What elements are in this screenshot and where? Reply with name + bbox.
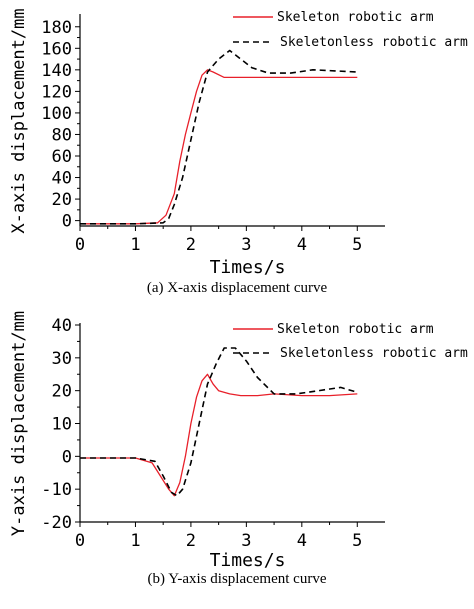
legend-label: Skeleton robotic arm bbox=[277, 322, 434, 337]
x-tick-label: 5 bbox=[352, 531, 362, 551]
x-tick-label: 0 bbox=[75, 531, 85, 551]
x-tick-label: 3 bbox=[241, 531, 251, 551]
x-tick-label: 1 bbox=[130, 235, 140, 255]
x-axis-label: Times/s bbox=[210, 550, 286, 571]
skeletonless-series-line bbox=[80, 347, 358, 497]
x-axis-label: Times/s bbox=[210, 257, 286, 278]
y-axis-label: Y-axis displacement/mm bbox=[9, 311, 29, 536]
x-tick-label: 2 bbox=[186, 531, 196, 551]
y-tick-label: 10 bbox=[52, 415, 72, 435]
chart-caption: (a) X-axis displacement curve bbox=[147, 280, 328, 296]
y-tick-label: 40 bbox=[52, 169, 72, 189]
y-tick-label: 0 bbox=[62, 447, 72, 467]
legend-label: Skeletonless robotic arm bbox=[280, 35, 468, 50]
y-tick-label: 60 bbox=[52, 147, 72, 167]
y-tick-label: 140 bbox=[41, 61, 72, 81]
y-tick-label: 180 bbox=[41, 18, 72, 38]
x-tick-label: 4 bbox=[297, 235, 307, 255]
skeleton-series-line bbox=[80, 373, 358, 497]
x-tick-label: 4 bbox=[297, 531, 307, 551]
y-tick-label: -10 bbox=[41, 480, 72, 500]
y-tick-label: 120 bbox=[41, 82, 72, 102]
skeletonless-series-line bbox=[80, 49, 358, 225]
chart-caption: (b) Y-axis displacement curve bbox=[148, 571, 327, 587]
y-tick-label: 0 bbox=[62, 212, 72, 232]
x-tick-label: 2 bbox=[186, 235, 196, 255]
x-tick-label: 0 bbox=[75, 235, 85, 255]
y-tick-label: 160 bbox=[41, 39, 72, 59]
x-tick-label: 3 bbox=[241, 235, 251, 255]
y-tick-label: 20 bbox=[52, 382, 72, 402]
y-axis-displacement-chart: 0 1 2 3 4 5 -20 -10 0 10 20 30 40 Times/s Y-axis displ… bbox=[9, 311, 468, 587]
y-tick-label: 40 bbox=[52, 316, 72, 336]
x-tick-label: 1 bbox=[130, 531, 140, 551]
skeleton-series-line bbox=[80, 69, 358, 225]
legend-label: Skeleton robotic arm bbox=[277, 10, 434, 25]
y-tick-label: 100 bbox=[41, 104, 72, 124]
y-tick-label: 30 bbox=[52, 349, 72, 369]
x-axis-displacement-chart: 0 1 2 3 4 5020406080100120140160180Times/sX-a… bbox=[9, 8, 468, 296]
legend-label: Skeletonless robotic arm bbox=[280, 346, 468, 361]
y-tick-label: 20 bbox=[52, 190, 72, 210]
x-tick-label: 5 bbox=[352, 235, 362, 255]
y-tick-label: -20 bbox=[41, 513, 72, 533]
y-axis-label: X-axis displacement/mm bbox=[9, 8, 29, 233]
y-tick-label: 80 bbox=[52, 125, 72, 145]
